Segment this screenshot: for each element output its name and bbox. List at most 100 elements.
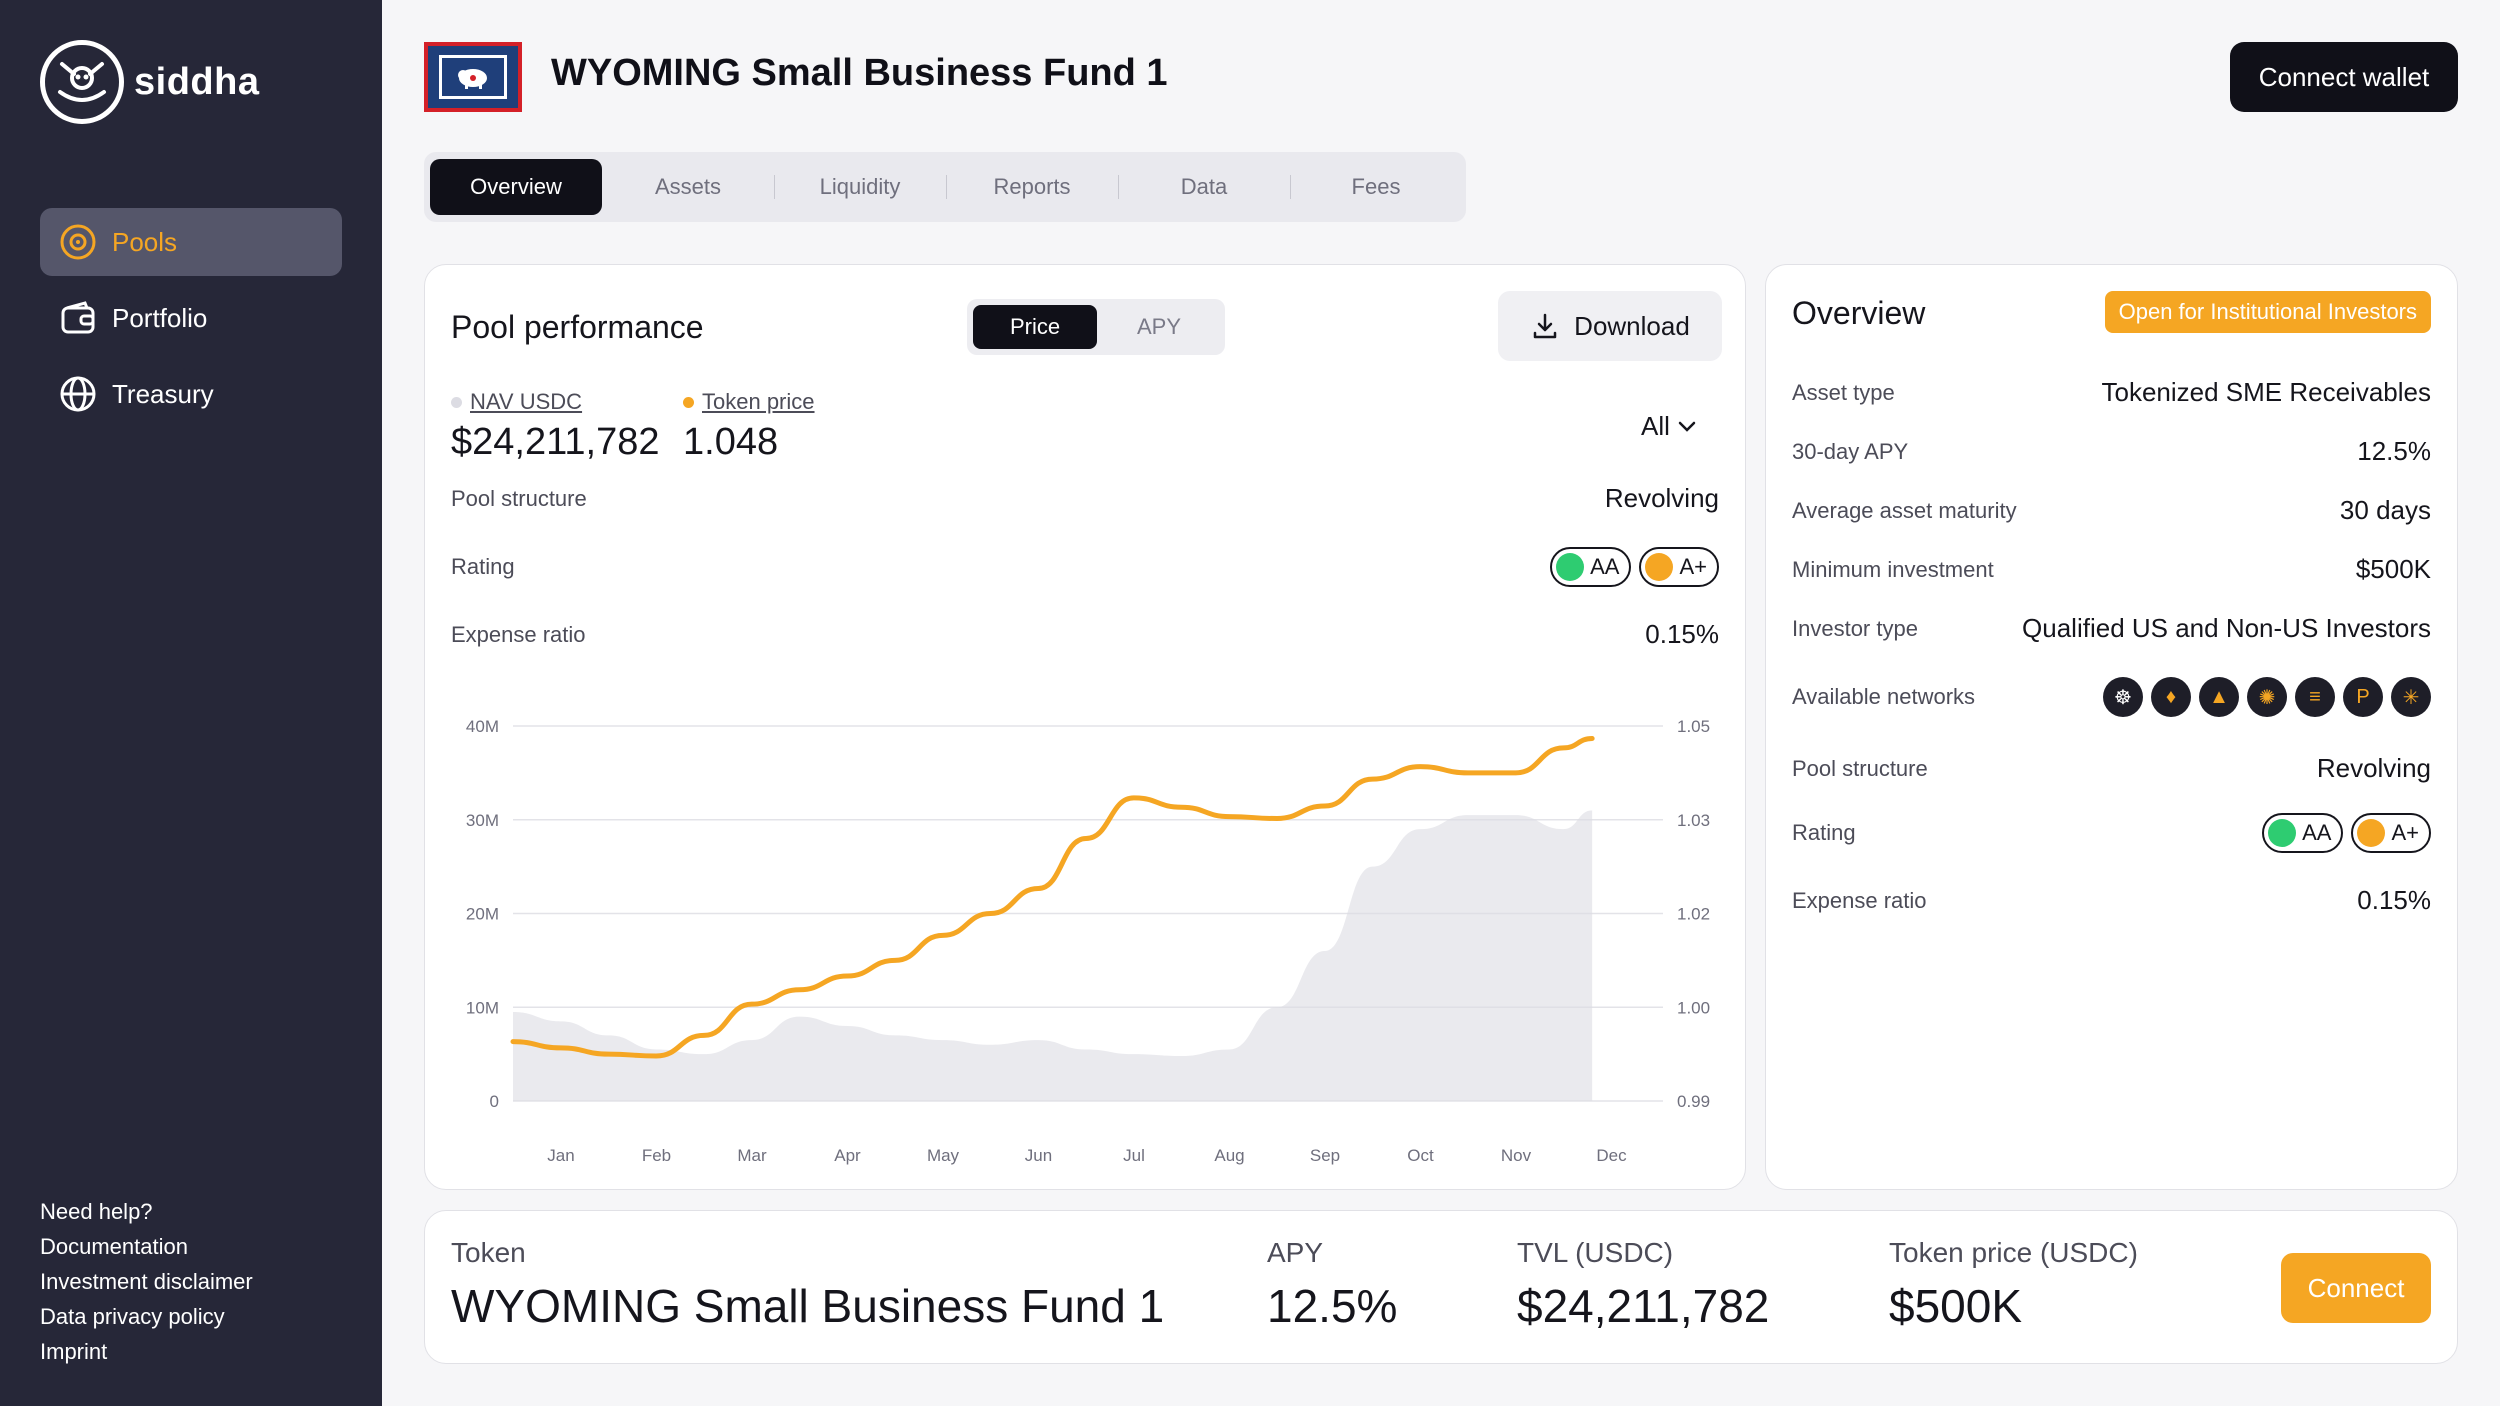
x-tick-label: Feb	[642, 1146, 671, 1165]
sidebar-item-pools[interactable]: Pools	[40, 208, 342, 276]
wyoming-flag-icon	[424, 42, 522, 112]
solana-icon[interactable]: ✺	[2247, 677, 2287, 717]
rating-badge-aa: AA	[1550, 547, 1632, 587]
investment-disclaimer-link[interactable]: Investment disclaimer	[40, 1269, 253, 1294]
wallet-icon	[58, 298, 98, 338]
siddha-logo-icon	[40, 40, 124, 124]
min-investment-label: Minimum investment	[1792, 556, 1994, 582]
overview-title: Overview	[1792, 295, 1926, 331]
connect-button[interactable]: Connect	[2281, 1253, 2431, 1323]
x-tick-label: Aug	[1214, 1146, 1244, 1165]
maturity-row: Average asset maturity 30 days	[1792, 495, 2431, 526]
apy-toggle-button[interactable]: APY	[1136, 314, 1182, 339]
networks-label: Available networks	[1792, 684, 1976, 709]
x-tick-label: Sep	[1310, 1146, 1340, 1165]
rating-badges: AA A+	[1550, 547, 1719, 587]
right-tick-label: 1.02	[1677, 905, 1710, 924]
tvl-column: TVL (USDC) $24,211,782	[1517, 1237, 1769, 1333]
pools-icon	[58, 222, 98, 262]
range-select[interactable]: All	[1641, 411, 1704, 442]
price-apy-toggle: Price APY	[967, 299, 1225, 355]
stellar-icon[interactable]: ≡	[2295, 677, 2335, 717]
asset-type-value: Tokenized SME Receivables	[2101, 377, 2432, 407]
celo-icon[interactable]: ✳	[2391, 677, 2431, 717]
sidebar-item-label: Portfolio	[112, 302, 208, 333]
arbitrum-icon[interactable]: ▲	[2199, 677, 2239, 717]
x-tick-label: Dec	[1596, 1146, 1627, 1165]
nav-legend-dot	[451, 396, 462, 408]
x-tick-label: Jul	[1123, 1146, 1145, 1165]
investor-type-row: Investor type Qualified US and Non-US In…	[1792, 613, 2431, 644]
sidebar-item-label: Pools	[112, 226, 178, 257]
orange-dot-icon	[1645, 553, 1674, 581]
pool-performance-title: Pool performance	[451, 309, 704, 345]
maturity-label: Average asset maturity	[1792, 497, 2017, 523]
left-tick-label: 10M	[466, 998, 499, 1017]
tab-bar: Overview Assets Liquidity Reports Data F…	[424, 152, 1466, 222]
polygon-icon[interactable]: P	[2343, 677, 2383, 717]
ov-pool-structure-value: Revolving	[2316, 753, 2431, 783]
tvl-label: TVL (USDC)	[1517, 1237, 1674, 1268]
x-tick-label: Jun	[1025, 1146, 1052, 1165]
token-price-line	[510, 736, 1595, 1059]
x-tick-label: Nov	[1501, 1146, 1532, 1165]
investor-type-value: Qualified US and Non-US Investors	[2022, 613, 2431, 643]
sidebar-item-treasury[interactable]: Treasury	[40, 360, 342, 428]
nav-value: $24,211,782	[451, 421, 660, 463]
pool-structure-label: Pool structure	[451, 485, 587, 511]
token-price-metric: Token price 1.048	[683, 389, 815, 464]
ov-expense-label: Expense ratio	[1792, 887, 1927, 913]
tab-overview[interactable]: Overview	[430, 159, 602, 215]
ov-expense-value: 0.15%	[2357, 885, 2431, 915]
price-toggle-button[interactable]: Price	[973, 305, 1097, 349]
connect-wallet-button[interactable]: Connect wallet	[2230, 42, 2458, 112]
pool-performance-card: Pool performance Price APY Download NAV …	[424, 264, 1746, 1190]
tab-reports[interactable]: Reports	[946, 159, 1119, 215]
apy-row: 30-day APY 12.5%	[1792, 436, 2431, 467]
page-title: WYOMING Small Business Fund 1	[551, 52, 1168, 94]
rating-badge-aplus: A+	[1639, 547, 1719, 587]
x-tick-label: Apr	[834, 1146, 861, 1165]
x-tick-label: Jan	[547, 1146, 574, 1165]
nav-label: NAV USDC	[470, 389, 583, 414]
left-tick-label: 30M	[466, 811, 499, 830]
pool-structure-value: Revolving	[1604, 483, 1719, 513]
ethereum-icon[interactable]: ♦	[2151, 677, 2191, 717]
status-badge: Open for Institutional Investors	[2104, 291, 2431, 333]
sidebar-item-portfolio[interactable]: Portfolio	[40, 284, 342, 352]
overview-card: Overview Open for Institutional Investor…	[1765, 264, 2458, 1190]
help-links: Need help? Documentation Investment disc…	[40, 1194, 253, 1369]
expense-ratio-row: Expense ratio 0.15%	[451, 619, 1719, 650]
need-help-link[interactable]: Need help?	[40, 1199, 153, 1224]
globe-icon	[58, 374, 98, 414]
x-tick-label: Oct	[1407, 1146, 1434, 1165]
right-tick-label: 1.00	[1677, 998, 1710, 1017]
data-privacy-link[interactable]: Data privacy policy	[40, 1304, 225, 1329]
brand-logo[interactable]: siddha	[40, 40, 259, 124]
networks-row: Available networks ☸ ♦ ▲ ✺ ≡ P ✳	[1792, 677, 2431, 717]
download-button[interactable]: Download	[1498, 291, 1722, 361]
tab-assets[interactable]: Assets	[602, 159, 775, 215]
rating-badge-aa: AA	[2262, 813, 2344, 853]
tab-fees[interactable]: Fees	[1351, 174, 1401, 199]
right-tick-label: 1.03	[1677, 811, 1710, 830]
token-price-legend[interactable]: Token price	[683, 389, 815, 415]
token-price-label: Token price	[702, 389, 815, 414]
nav-area	[513, 810, 1593, 1101]
imprint-link[interactable]: Imprint	[40, 1339, 108, 1364]
apy-summary-label: APY	[1267, 1237, 1324, 1268]
token-summary-bar: Token WYOMING Small Business Fund 1 APY …	[424, 1210, 2458, 1364]
tab-liquidity[interactable]: Liquidity	[774, 159, 947, 215]
range-value: All	[1641, 411, 1670, 441]
asset-type-row: Asset type Tokenized SME Receivables	[1792, 377, 2431, 408]
nav-legend[interactable]: NAV USDC	[451, 389, 660, 415]
siddha-icon[interactable]: ☸	[2103, 677, 2143, 717]
tab-data[interactable]: Data	[1118, 159, 1291, 215]
documentation-link[interactable]: Documentation	[40, 1234, 188, 1259]
network-icons: ☸ ♦ ▲ ✺ ≡ P ✳	[2103, 677, 2431, 717]
token-price-column: Token price (USDC) $500K	[1889, 1237, 2138, 1333]
orange-dot-icon	[2357, 819, 2386, 847]
ov-rating-badges: AA A+	[2262, 813, 2431, 853]
sidebar-nav: Pools Portfolio Treasury	[40, 208, 342, 436]
left-tick-label: 0	[490, 1092, 499, 1111]
